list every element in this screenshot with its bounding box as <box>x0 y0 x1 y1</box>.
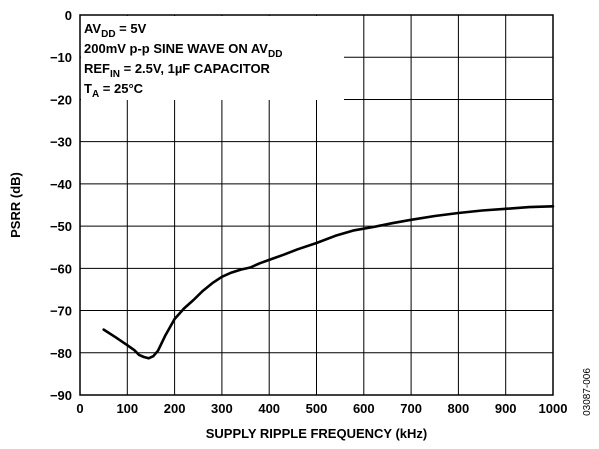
y-tick-label: −80 <box>50 346 72 361</box>
x-axis-label: SUPPLY RIPPLE FREQUENCY (kHz) <box>206 426 428 441</box>
annotation-box: AVDD = 5V 200mV p-p SINE WAVE ON AVDD RE… <box>81 16 344 100</box>
annotation-line-2: 200mV p-p SINE WAVE ON AVDD <box>84 41 282 60</box>
x-tick-label: 600 <box>353 401 375 416</box>
annotation-line-3: REFIN = 2.5V, 1µF CAPACITOR <box>84 61 271 80</box>
x-tick-label: 900 <box>495 401 517 416</box>
x-tick-label: 400 <box>258 401 280 416</box>
y-tick-label: 0 <box>65 8 72 23</box>
x-tick-label: 100 <box>116 401 138 416</box>
y-tick-label: −50 <box>50 219 72 234</box>
x-tick-label: 800 <box>448 401 470 416</box>
x-tick-label: 0 <box>76 401 83 416</box>
annotation-line-1: AVDD = 5V <box>84 21 147 40</box>
series-line-0 <box>102 205 555 360</box>
figure-code: 03087-006 <box>582 368 593 416</box>
plot-frame <box>79 14 554 396</box>
x-tick-label: 200 <box>164 401 186 416</box>
series-group <box>102 205 555 360</box>
y-tick-label: −10 <box>50 50 72 65</box>
x-tick-label: 700 <box>400 401 422 416</box>
tick-labels: 0 100 200 300 400 500 600 700 800 900 1000 0 −10 −20 −… <box>50 8 568 416</box>
x-tick-label: 300 <box>211 401 233 416</box>
y-axis-label: PSRR (dB) <box>8 172 23 238</box>
y-tick-label: −40 <box>50 177 72 192</box>
y-tick-label: −70 <box>50 304 72 319</box>
y-tick-label: −20 <box>50 92 72 107</box>
x-tick-label: 1000 <box>539 401 568 416</box>
y-tick-label: −60 <box>50 261 72 276</box>
annotation-line-4: TA = 25°C <box>84 81 144 100</box>
y-tick-label: −90 <box>50 388 72 403</box>
y-tick-label: −30 <box>50 135 72 150</box>
x-tick-label: 500 <box>306 401 328 416</box>
